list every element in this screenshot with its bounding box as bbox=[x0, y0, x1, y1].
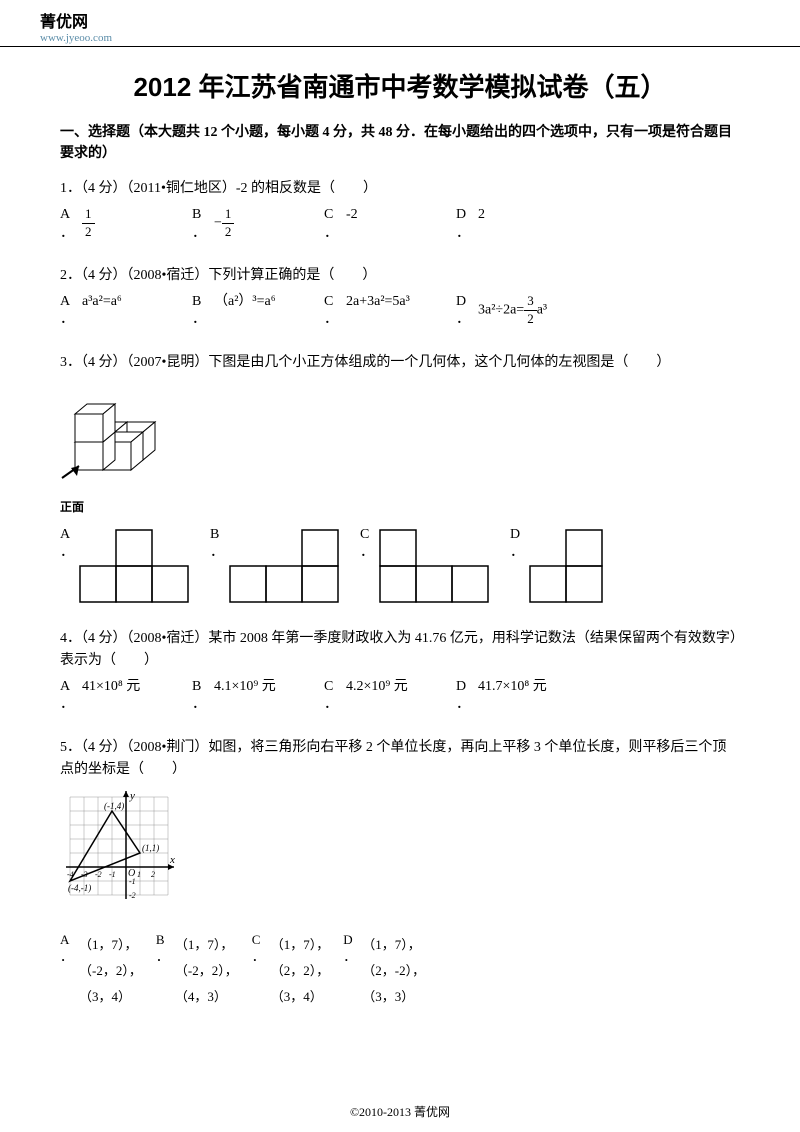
q2-text: 2．（4 分）（2008•宿迁）下列计算正确的是（ ） bbox=[60, 265, 740, 287]
q1-options: A． 12 B． −12 C． -2 D． 2 bbox=[60, 206, 740, 242]
question-2: 2．（4 分）（2008•宿迁）下列计算正确的是（ ） A． a³a²=a⁶ B… bbox=[60, 265, 740, 330]
view-D-icon bbox=[528, 526, 618, 606]
q2-optA: A． a³a²=a⁶ bbox=[60, 293, 180, 329]
section-heading: 一、选择题（本大题共 12 个小题，每小题 4 分，共 48 分．在每小题给出的… bbox=[60, 122, 740, 164]
question-5: 5．（4 分）（2008•荆门）如图，将三角形向右平移 2 个单位长度，再向上平… bbox=[60, 737, 740, 1010]
q4-optD: D． 41.7×10⁸ 元 bbox=[456, 678, 576, 714]
q3-optC: C． bbox=[360, 526, 498, 606]
q3-options: A． B． C． D． bbox=[60, 526, 740, 606]
q5-text: 5．（4 分）（2008•荆门）如图，将三角形向右平移 2 个单位长度，再向上平… bbox=[60, 737, 740, 782]
q4-optA: A． 41×10⁸ 元 bbox=[60, 678, 180, 714]
svg-text:(-4,-1): (-4,-1) bbox=[68, 883, 91, 893]
question-4: 4．（4 分）（2008•宿迁）某市 2008 年第一季度财政收入为 41.76… bbox=[60, 628, 740, 715]
svg-text:(1,1): (1,1) bbox=[142, 843, 159, 853]
site-url: www.jyeoo.com bbox=[40, 32, 760, 44]
coordinate-graph-icon: xyO(-1,4)(-4,-1)(1,1)-4-3-2-112-1-2 bbox=[60, 787, 210, 917]
cube-icon bbox=[60, 380, 190, 490]
view-C-icon bbox=[378, 526, 498, 606]
q1-optD: D． 2 bbox=[456, 206, 576, 242]
svg-text:-3: -3 bbox=[81, 870, 88, 879]
q3-text: 3．（4 分）（2007•昆明）下图是由几个小正方体组成的一个几何体，这个几何体… bbox=[60, 352, 740, 374]
q5-options: A． （1，7）， （-2，2）， （3，4） B． （1，7）， （-2，2）… bbox=[60, 932, 740, 1010]
svg-text:-1: -1 bbox=[129, 877, 136, 886]
view-B-icon bbox=[228, 526, 348, 606]
q2-optC: C． 2a+3a²=5a³ bbox=[324, 293, 444, 329]
front-label: 正面 bbox=[60, 498, 740, 517]
q4-text: 4．（4 分）（2008•宿迁）某市 2008 年第一季度财政收入为 41.76… bbox=[60, 628, 740, 673]
svg-text:1: 1 bbox=[137, 870, 141, 879]
q4-options: A． 41×10⁸ 元 B． 4.1×10⁹ 元 C． 4.2×10⁹ 元 D．… bbox=[60, 678, 740, 714]
svg-text:(-1,4): (-1,4) bbox=[104, 801, 124, 811]
q1-optB: B． −12 bbox=[192, 206, 312, 242]
q1-optC: C． -2 bbox=[324, 206, 444, 242]
svg-text:x: x bbox=[169, 854, 175, 866]
question-3: 3．（4 分）（2007•昆明）下图是由几个小正方体组成的一个几何体，这个几何体… bbox=[60, 352, 740, 606]
svg-text:-2: -2 bbox=[95, 870, 102, 879]
q4-optB: B． 4.1×10⁹ 元 bbox=[192, 678, 312, 714]
q5-optC: C． （1，7）， （2，2）， （3，4） bbox=[252, 932, 330, 1010]
q3-solid-figure: 正面 bbox=[60, 380, 740, 518]
q5-optA: A． （1，7）， （-2，2）， （3，4） bbox=[60, 932, 142, 1010]
q1-optA: A． 12 bbox=[60, 206, 180, 242]
svg-text:2: 2 bbox=[151, 870, 155, 879]
svg-text:-2: -2 bbox=[129, 891, 136, 900]
question-1: 1．（4 分）（2011•铜仁地区）-2 的相反数是（ ） A． 12 B． −… bbox=[60, 178, 740, 243]
view-A-icon bbox=[78, 526, 198, 606]
q1-text: 1．（4 分）（2011•铜仁地区）-2 的相反数是（ ） bbox=[60, 178, 740, 200]
q3-optA: A． bbox=[60, 526, 198, 606]
site-name: 菁优网 bbox=[40, 8, 760, 32]
q3-optD: D． bbox=[510, 526, 618, 606]
q5-optB: B． （1，7）， （-2，2）， （4，3） bbox=[156, 932, 238, 1010]
q5-optD: D． （1，7）， （2，-2）， （3，3） bbox=[343, 932, 425, 1010]
page-header: 菁优网 www.jyeoo.com bbox=[0, 0, 800, 47]
q3-optB: B． bbox=[210, 526, 348, 606]
exam-title: 2012 年江苏省南通市中考数学模拟试卷（五） bbox=[60, 67, 740, 104]
q2-options: A． a³a²=a⁶ B． （a²）³=a⁶ C． 2a+3a²=5a³ D． … bbox=[60, 293, 740, 329]
content: 2012 年江苏省南通市中考数学模拟试卷（五） 一、选择题（本大题共 12 个小… bbox=[0, 47, 800, 1010]
q2-optB: B． （a²）³=a⁶ bbox=[192, 293, 312, 329]
page-footer: ©2010-2013 菁优网 bbox=[0, 1103, 800, 1120]
svg-text:y: y bbox=[129, 790, 135, 802]
q2-optD: D． 3a²÷2a=32a³ bbox=[456, 293, 616, 329]
q4-optC: C． 4.2×10⁹ 元 bbox=[324, 678, 444, 714]
svg-text:-4: -4 bbox=[67, 870, 74, 879]
svg-text:-1: -1 bbox=[109, 870, 116, 879]
